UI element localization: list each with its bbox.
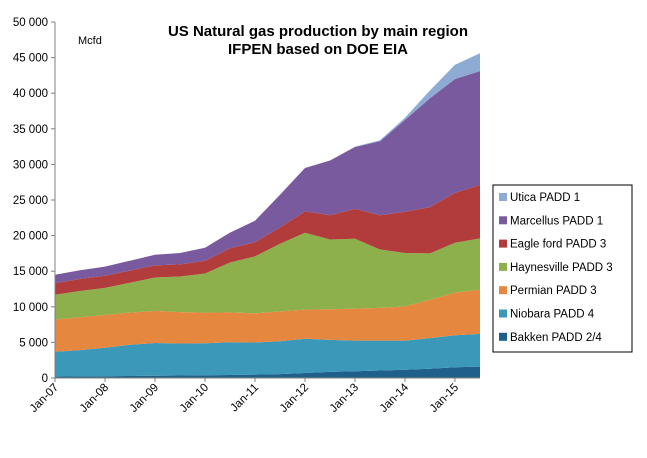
legend-swatch <box>499 240 507 248</box>
y-tick-label: 25 000 <box>13 195 48 207</box>
y-tick-label: 0 <box>42 373 48 385</box>
legend-swatch <box>499 286 507 294</box>
x-tick-label: Jan-14 <box>378 381 412 415</box>
x-tick-label: Jan-13 <box>328 382 361 415</box>
chart-title: US Natural gas production by main region <box>168 23 468 40</box>
legend-swatch <box>499 263 507 271</box>
y-tick-label: 35 000 <box>13 124 48 136</box>
y-tick-label: 40 000 <box>13 88 48 100</box>
legend-swatch <box>499 193 507 201</box>
x-tick-label: Jan-09 <box>128 382 161 415</box>
x-axis-ticks: Jan-07 Jan-08 Jan-09 Jan-10 Jan-11 Jan-12 Jan-… <box>28 378 461 415</box>
y-tick-label: 10 000 <box>13 302 48 314</box>
legend-label: Utica PADD 1 <box>510 192 580 204</box>
legend-label: Haynesville PADD 3 <box>510 262 613 274</box>
legend-swatch <box>499 310 507 318</box>
legend: Utica PADD 1 Marcellus PADD 1 Eagle ford P… <box>493 185 632 352</box>
chart: 0 5 000 10 000 15 000 20 000 25 000 30 000 35 0… <box>0 0 647 458</box>
y-axis-ticks: 0 5 000 10 000 15 000 20 000 25 000 30 000 35 0… <box>13 17 55 385</box>
y-tick-label: 45 000 <box>13 53 48 65</box>
x-tick-label: Jan-12 <box>278 382 311 415</box>
y-tick-label: 20 000 <box>13 231 48 243</box>
legend-label: Permian PADD 3 <box>510 285 597 297</box>
chart-subtitle: IFPEN based on DOE EIA <box>228 41 408 58</box>
legend-swatch <box>499 216 507 224</box>
legend-label: Marcellus PADD 1 <box>510 215 603 227</box>
x-tick-label: Jan-10 <box>178 382 211 415</box>
y-tick-label: 50 000 <box>13 17 48 29</box>
legend-label: Bakken PADD 2/4 <box>510 332 602 344</box>
y-tick-label: 30 000 <box>13 159 48 171</box>
x-tick-label: Jan-11 <box>228 382 261 415</box>
x-tick-label: Jan-08 <box>78 382 111 415</box>
y-tick-label: 5 000 <box>19 337 48 349</box>
legend-label: Niobara PADD 4 <box>510 309 595 321</box>
legend-swatch <box>499 333 507 341</box>
legend-label: Eagle ford PADD 3 <box>510 239 606 251</box>
y-unit-label: Mcfd <box>78 35 102 47</box>
stacked-area-layers <box>55 53 480 378</box>
y-tick-label: 15 000 <box>13 266 48 278</box>
x-tick-label: Jan-07 <box>28 382 61 415</box>
x-tick-label: Jan-15 <box>428 382 461 415</box>
